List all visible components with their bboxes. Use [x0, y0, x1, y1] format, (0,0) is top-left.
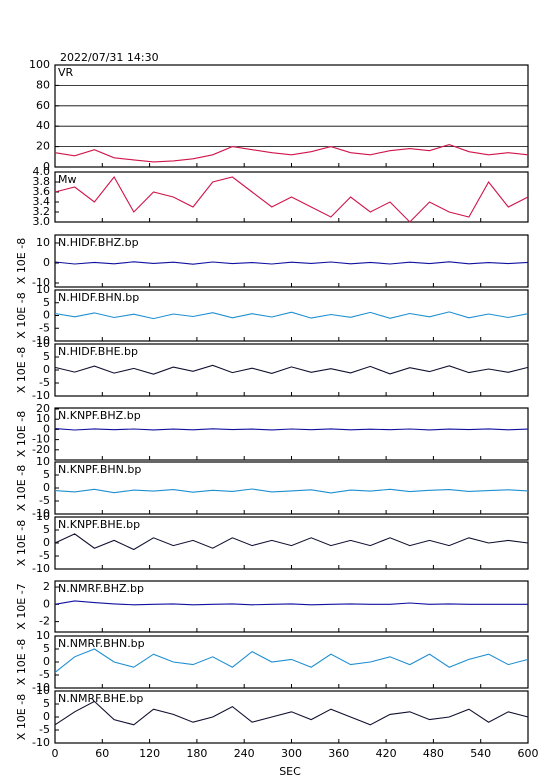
x-tick-label: 240 [234, 747, 255, 760]
y-tick-label: 5 [43, 296, 50, 309]
y-tick-label: 3.8 [33, 175, 51, 188]
y-tick-label: -10 [32, 389, 50, 402]
panel-label: N.KNPF.BHN.bp [58, 463, 141, 476]
y-tick-label: 0 [43, 256, 50, 269]
trace [54, 700, 529, 726]
trace [54, 261, 529, 265]
trace [54, 600, 528, 606]
x-tick-label: 480 [423, 747, 444, 760]
x-tick-label: 180 [186, 747, 207, 760]
x-axis-label: SEC [279, 765, 301, 778]
y-axis-label: X 10E -8 [15, 465, 28, 511]
y-tick-label: 10 [36, 455, 50, 468]
panel-label: VR [58, 66, 74, 79]
y-tick-label: -5 [39, 376, 50, 389]
y-tick-label: 60 [36, 99, 50, 112]
y-tick-label: -2 [39, 615, 50, 628]
y-tick-label: 10 [36, 510, 50, 523]
y-tick-label: 3.4 [33, 195, 51, 208]
trace [54, 144, 529, 163]
y-tick-label: 3.0 [33, 215, 51, 228]
y-tick-label: -5 [39, 321, 50, 334]
trace [54, 428, 529, 431]
y-tick-label: -10 [32, 433, 50, 446]
trace [54, 488, 529, 494]
y-tick-label: 5 [43, 350, 50, 363]
y-tick-label: 10 [36, 337, 50, 350]
y-tick-label: 0 [43, 363, 50, 376]
chart-title: 2022/07/31 14:30 [60, 51, 159, 64]
y-tick-label: 80 [36, 78, 50, 91]
x-tick-label: 600 [518, 747, 539, 760]
y-tick-label: -10 [32, 736, 50, 749]
y-tick-label: -5 [39, 549, 50, 562]
y-tick-label: 20 [36, 140, 50, 153]
y-tick-label: 0 [43, 422, 50, 435]
y-axis-label: X 10E -8 [15, 694, 28, 740]
y-tick-label: 40 [36, 119, 50, 132]
x-tick-label: 120 [139, 747, 160, 760]
y-tick-label: 2 [43, 580, 50, 593]
x-tick-label: 300 [281, 747, 302, 760]
panel-label: N.HIDF.BHN.bp [58, 291, 139, 304]
y-axis-label: X 10E -8 [15, 639, 28, 685]
y-tick-label: 10 [36, 236, 50, 249]
y-tick-label: 10 [36, 412, 50, 425]
panel-label: N.NMRF.BHE.bp [58, 692, 143, 705]
trace [54, 648, 529, 673]
panel-label: Mw [58, 173, 77, 186]
y-tick-label: 0 [43, 160, 50, 173]
panel-frame [54, 64, 529, 168]
y-tick-label: 5 [43, 697, 50, 710]
trace [54, 533, 529, 551]
y-tick-label: 4.0 [33, 165, 51, 178]
y-tick-label: 10 [36, 684, 50, 697]
y-axis-label: X 10E -7 [15, 583, 28, 629]
y-tick-label: 10 [36, 283, 50, 296]
y-tick-label: 0 [43, 597, 50, 610]
y-tick-label: 10 [36, 629, 50, 642]
panel-label: N.KNPF.BHZ.bp [58, 409, 141, 422]
y-tick-label: -10 [32, 507, 50, 520]
y-tick-label: 3.2 [33, 205, 51, 218]
y-tick-label: 0 [43, 309, 50, 322]
y-axis-label: X 10E -8 [15, 411, 28, 457]
panel-label: N.NMRF.BHZ.bp [58, 582, 144, 595]
y-axis-label: X 10E -8 [15, 238, 28, 284]
trace [54, 176, 529, 223]
y-tick-label: -20 [32, 443, 50, 456]
x-tick-label: 360 [328, 747, 349, 760]
y-axis-label: X 10E -8 [15, 520, 28, 566]
y-tick-label: 0 [43, 481, 50, 494]
y-tick-label: 20 [36, 402, 50, 415]
panel-label: N.NMRF.BHN.bp [58, 637, 145, 650]
x-tick-label: 0 [52, 747, 59, 760]
x-tick-label: 420 [376, 747, 397, 760]
y-tick-label: 5 [43, 468, 50, 481]
y-tick-label: -10 [32, 681, 50, 694]
y-tick-label: -10 [32, 276, 50, 289]
y-tick-label: -5 [39, 668, 50, 681]
y-tick-label: 5 [43, 523, 50, 536]
x-tick-label: 60 [95, 747, 109, 760]
y-tick-label: 100 [29, 58, 50, 71]
panel-label: N.HIDF.BHE.bp [58, 345, 138, 358]
y-tick-label: -10 [32, 334, 50, 347]
trace [54, 311, 529, 320]
y-tick-label: 5 [43, 642, 50, 655]
x-tick-label: 540 [470, 747, 491, 760]
y-tick-label: 0 [43, 655, 50, 668]
panel-label: N.HIDF.BHZ.bp [58, 236, 139, 249]
y-tick-label: -5 [39, 494, 50, 507]
y-tick-label: -10 [32, 562, 50, 575]
trace [54, 364, 529, 375]
y-tick-label: 0 [43, 536, 50, 549]
y-tick-label: -5 [39, 723, 50, 736]
panel-label: N.KNPF.BHE.bp [58, 518, 140, 531]
y-axis-label: X 10E -8 [15, 292, 28, 338]
y-tick-label: 0 [43, 710, 50, 723]
y-tick-label: 3.6 [33, 185, 51, 198]
y-axis-label: X 10E -8 [15, 347, 28, 393]
